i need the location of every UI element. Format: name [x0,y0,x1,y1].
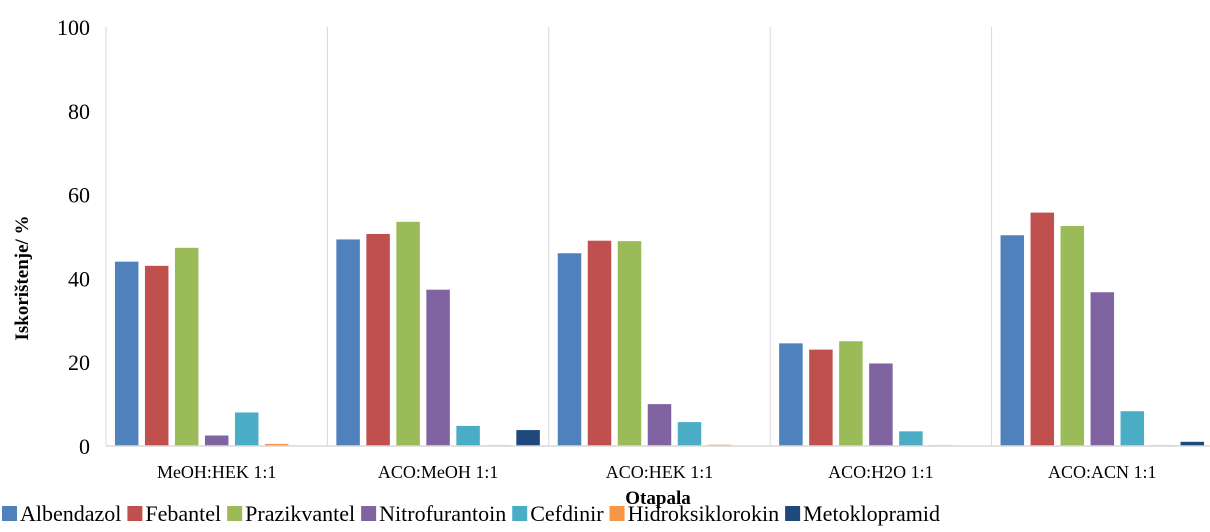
y-tick-label: 20 [68,350,90,375]
bar-prazikvantel [174,247,199,446]
bar-cefdinir [677,422,702,446]
bar-nitrofurantoin [426,289,450,446]
bar-cefdinir [456,425,480,446]
y-tick-label: 60 [68,183,90,208]
y-tick-label: 80 [68,99,90,124]
legend: Albendazol Febantel Prazikvantel Nitrofuran… [2,501,940,526]
category-label: ACO:ACN 1:1 [1048,462,1157,482]
bar-nitrofurantoin [869,363,893,446]
bar-albendazol [336,239,360,446]
bar-cefdinir [234,412,259,446]
bar-albendazol [114,261,139,446]
legend-swatch [227,506,243,521]
bar-albendazol [779,343,803,446]
bar-febantel [144,265,169,446]
legend-item: Febantel [127,501,221,526]
bar-cefdinir [1120,411,1145,446]
bar-prazikvantel [1060,226,1085,446]
bar-febantel [587,240,612,446]
legend-swatch [127,506,143,521]
bar-nitrofurantoin [204,435,229,446]
legend-item: Cefdinir [512,501,604,526]
legend-label: Albendazol [20,501,121,526]
legend-label: Prazikvantel [245,501,355,526]
category-label: ACO:H2O 1:1 [828,462,934,482]
bar-prazikvantel [396,221,420,446]
bar-febantel [809,349,833,446]
y-tick-label: 40 [68,266,90,291]
legend-swatch [785,506,801,521]
legend-swatch [609,506,625,521]
bar-hidroksiklorokin [264,443,289,446]
legend-swatch [2,506,17,521]
y-axis-ticks: 0 20 40 60 80 100 [57,15,90,459]
bar-albendazol [557,253,582,446]
category-label: ACO:HEK 1:1 [606,462,714,482]
bar-nitrofurantoin [647,404,672,446]
legend-item: Nitrofurantoin [361,501,506,526]
y-tick-label: 100 [57,15,90,40]
legend-label: Metoklopramid [803,501,940,526]
legend-label: Hidroksiklorokin [628,501,780,526]
category-label: ACO:MeOH 1:1 [378,462,499,482]
bar-cefdinir [899,431,923,446]
bar-metoklopramid [516,430,540,446]
legend-label: Nitrofurantoin [379,501,506,526]
legend-item: Albendazol [2,501,121,526]
grid-lines [105,27,993,446]
legend-label: Cefdinir [530,501,604,526]
bar-prazikvantel [617,241,642,446]
bar-metoklopramid [1180,441,1205,446]
legend-label: Febantel [145,501,221,526]
legend-item: Prazikvantel [227,501,355,526]
bar-nitrofurantoin [1090,292,1115,446]
legend-swatch [361,506,377,521]
bar-albendazol [1000,235,1025,446]
legend-item: Metoklopramid [785,501,940,526]
category-label: MeOH:HEK 1:1 [157,462,277,482]
legend-swatch [512,506,528,521]
bars [114,212,1205,446]
bar-febantel [366,233,390,446]
bar-febantel [1030,212,1055,446]
category-labels: MeOH:HEK 1:1 ACO:MeOH 1:1 ACO:HEK 1:1 ACO:H… [157,462,1157,482]
bar-prazikvantel [839,341,863,446]
y-axis-title: Iskorištenje/ % [12,215,33,340]
y-tick-label: 0 [79,434,90,459]
legend-item: Hidroksiklorokin [609,501,780,526]
x-axis-title: Otapala [625,488,691,509]
